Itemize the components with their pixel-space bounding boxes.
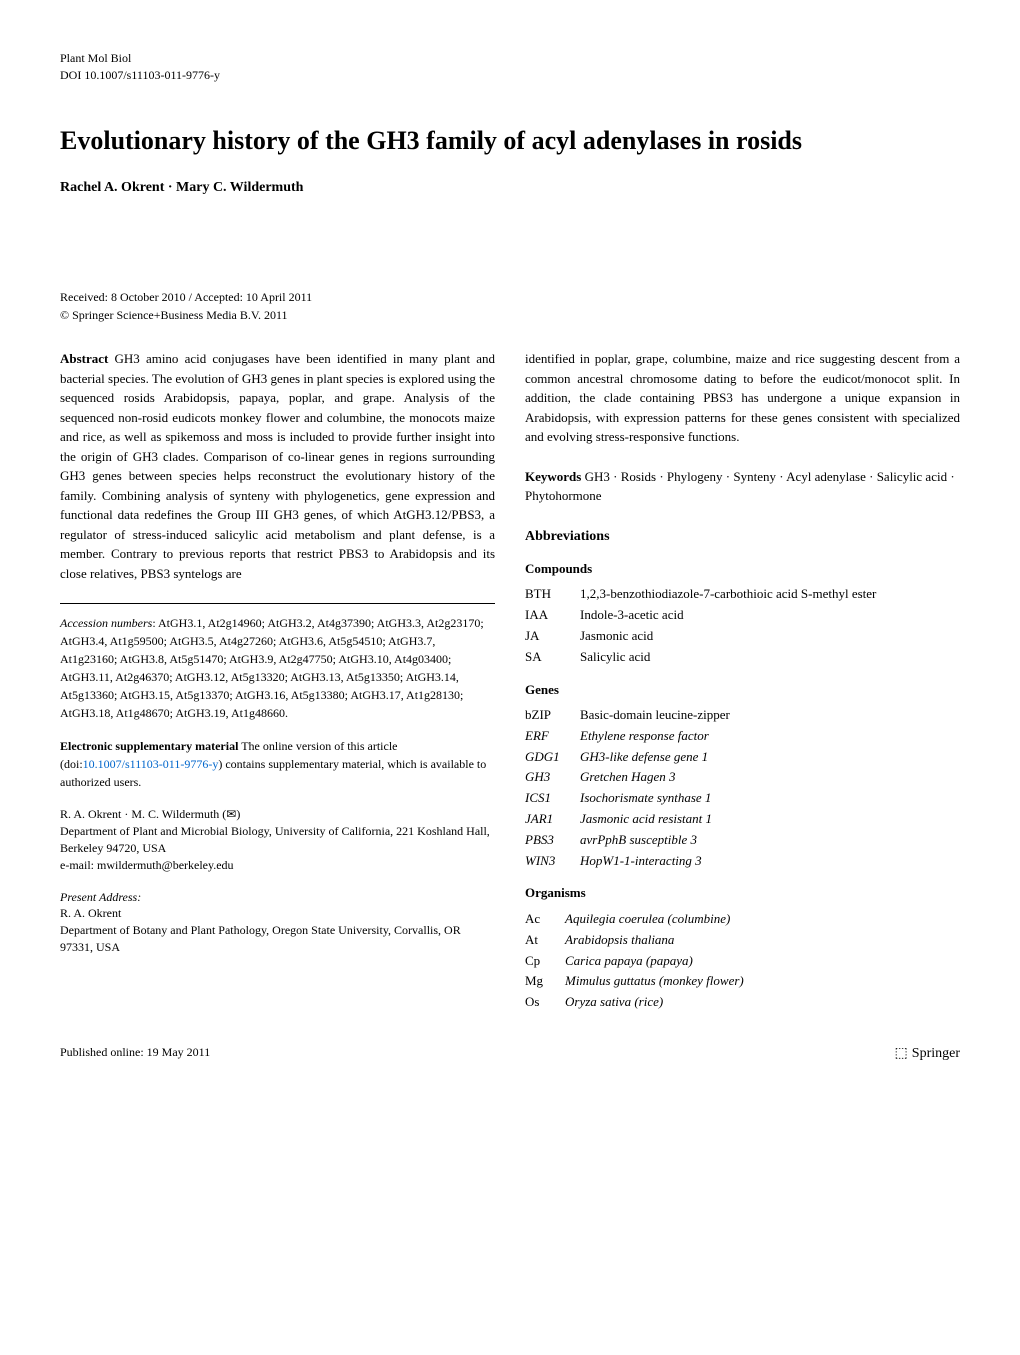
article-title: Evolutionary history of the GH3 family o… [60,124,960,158]
footer: Published online: 19 May 2011 ⬚ Springer [60,1043,960,1064]
abbrev-key: At [525,930,565,951]
abbrev-key: WIN3 [525,851,580,872]
abbrev-row: BTH 1,2,3-benzothiodiazole-7-carbothioic… [525,584,960,605]
published-online: Published online: 19 May 2011 [60,1043,210,1064]
abbrev-val: Jasmonic acid [580,626,960,647]
abstract-label: Abstract [60,351,108,366]
abbrev-val: 1,2,3-benzothiodiazole-7-carbothioic aci… [580,584,960,605]
abbrev-row: JA Jasmonic acid [525,626,960,647]
abbrev-key: JA [525,626,580,647]
abbrev-val: Oryza sativa (rice) [565,992,960,1013]
affiliation-names: R. A. Okrent · M. C. Wildermuth (✉) [60,806,495,823]
springer-logo: ⬚ Springer [895,1043,960,1064]
abbrev-key: SA [525,647,580,668]
abbrev-val: avrPphB susceptible 3 [580,830,960,851]
right-column: identified in poplar, grape, columbine, … [525,349,960,1013]
genes-list: bZIP Basic-domain leucine-zipper ERF Eth… [525,705,960,871]
abstract-right: identified in poplar, grape, columbine, … [525,349,960,447]
abbrev-row: JAR1 Jasmonic acid resistant 1 [525,809,960,830]
abbrev-key: GH3 [525,767,580,788]
abstract-text-left: GH3 amino acid conjugases have been iden… [60,351,495,581]
supp-title: Electronic supplementary material [60,739,238,753]
abbrev-val: Ethylene response factor [580,726,960,747]
abbrev-key: Cp [525,951,565,972]
keywords-label: Keywords [525,469,581,484]
abbrev-row: bZIP Basic-domain leucine-zipper [525,705,960,726]
abbrev-val: Mimulus guttatus (monkey flower) [565,971,960,992]
abbrev-key: PBS3 [525,830,580,851]
dates-block: Received: 8 October 2010 / Accepted: 10 … [60,288,960,324]
abbrev-val: Carica papaya (papaya) [565,951,960,972]
abbrev-key: ERF [525,726,580,747]
abbrev-val: Jasmonic acid resistant 1 [580,809,960,830]
supp-material: Electronic supplementary material The on… [60,737,495,791]
abbrev-key: Os [525,992,565,1013]
abbrev-row: PBS3 avrPphB susceptible 3 [525,830,960,851]
compounds-list: BTH 1,2,3-benzothiodiazole-7-carbothioic… [525,584,960,667]
abbrev-key: Mg [525,971,565,992]
affiliation-dept: Department of Plant and Microbial Biolog… [60,823,495,857]
copyright: © Springer Science+Business Media B.V. 2… [60,306,960,324]
authors: Rachel A. Okrent · Mary C. Wildermuth [60,177,960,198]
present-address-label: Present Address: [60,889,495,906]
organisms-heading: Organisms [525,883,960,903]
keywords-block: Keywords GH3 · Rosids · Phylogeny · Synt… [525,467,960,506]
abbrev-val: Gretchen Hagen 3 [580,767,960,788]
abbrev-key: ICS1 [525,788,580,809]
abbrev-row: Ac Aquilegia coerulea (columbine) [525,909,960,930]
abbrev-val: HopW1-1-interacting 3 [580,851,960,872]
abstract-left: Abstract GH3 amino acid conjugases have … [60,349,495,583]
abbrev-key: JAR1 [525,809,580,830]
header-meta: Plant Mol Biol DOI 10.1007/s11103-011-97… [60,50,960,84]
present-address-dept: Department of Botany and Plant Pathology… [60,922,495,956]
abbrev-row: At Arabidopsis thaliana [525,930,960,951]
abbrev-val: Arabidopsis thaliana [565,930,960,951]
publisher-name: Springer [912,1043,960,1064]
accession-text: : AtGH3.1, At2g14960; AtGH3.2, At4g37390… [60,616,484,720]
keywords-text: GH3 · Rosids · Phylogeny · Synteny · Acy… [525,469,955,504]
journal-name: Plant Mol Biol [60,50,960,67]
abbreviations-heading: Abbreviations [525,526,960,547]
abbrev-val: Isochorismate synthase 1 [580,788,960,809]
present-address-name: R. A. Okrent [60,905,495,922]
genes-heading: Genes [525,680,960,700]
abbrev-val: Salicylic acid [580,647,960,668]
abbrev-row: GH3 Gretchen Hagen 3 [525,767,960,788]
abbrev-row: GDG1 GH3-like defense gene 1 [525,747,960,768]
abbrev-row: SA Salicylic acid [525,647,960,668]
affiliation-block: R. A. Okrent · M. C. Wildermuth (✉) Depa… [60,806,495,873]
received-date: Received: 8 October 2010 / Accepted: 10 … [60,288,960,306]
two-column-layout: Abstract GH3 amino acid conjugases have … [60,349,960,1013]
abbrev-row: WIN3 HopW1-1-interacting 3 [525,851,960,872]
left-column: Abstract GH3 amino acid conjugases have … [60,349,495,1013]
abbrev-row: ICS1 Isochorismate synthase 1 [525,788,960,809]
abbrev-key: GDG1 [525,747,580,768]
springer-icon: ⬚ [895,1043,908,1064]
abbrev-key: Ac [525,909,565,930]
abbrev-row: Os Oryza sativa (rice) [525,992,960,1013]
abbrev-val: Aquilegia coerulea (columbine) [565,909,960,930]
abbrev-key: bZIP [525,705,580,726]
compounds-heading: Compounds [525,559,960,579]
abbrev-row: IAA Indole-3-acetic acid [525,605,960,626]
affiliation-email: e-mail: mwildermuth@berkeley.edu [60,857,495,874]
present-address-block: Present Address: R. A. Okrent Department… [60,889,495,956]
organisms-list: Ac Aquilegia coerulea (columbine) At Ara… [525,909,960,1013]
abbrev-key: BTH [525,584,580,605]
abbrev-row: Cp Carica papaya (papaya) [525,951,960,972]
abbrev-key: IAA [525,605,580,626]
abbrev-row: ERF Ethylene response factor [525,726,960,747]
doi: DOI 10.1007/s11103-011-9776-y [60,67,960,84]
abbrev-row: Mg Mimulus guttatus (monkey flower) [525,971,960,992]
supp-doi-link[interactable]: 10.1007/s11103-011-9776-y [83,757,219,771]
abbrev-val: GH3-like defense gene 1 [580,747,960,768]
accession-label: Accession numbers [60,616,152,630]
abbrev-val: Basic-domain leucine-zipper [580,705,960,726]
accession-block: Accession numbers: AtGH3.1, At2g14960; A… [60,603,495,722]
abbrev-val: Indole-3-acetic acid [580,605,960,626]
